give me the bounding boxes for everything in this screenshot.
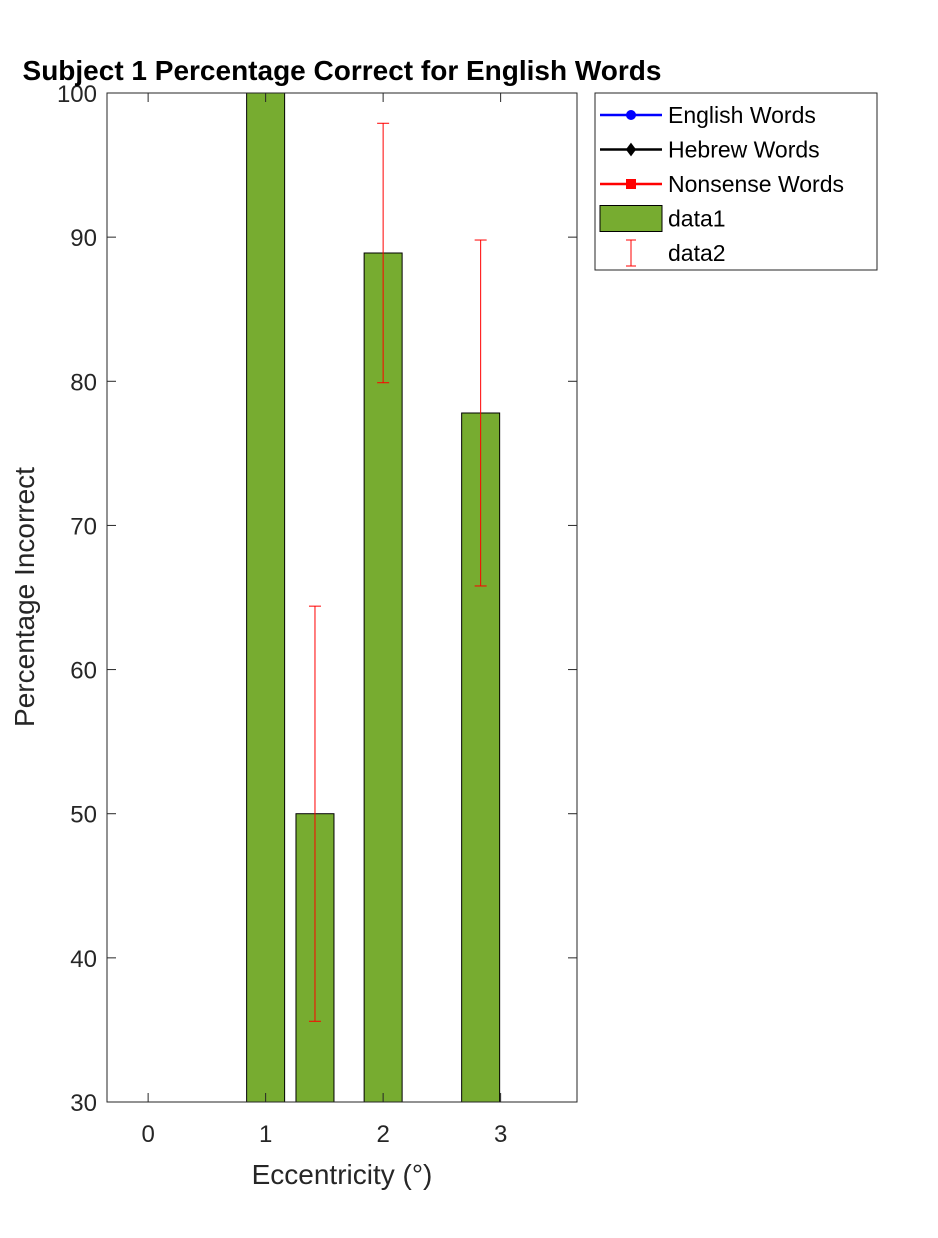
y-tick-label: 60 <box>70 658 97 685</box>
y-tick-label: 90 <box>70 225 97 252</box>
x-axis-label: Eccentricity (°) <box>252 1159 433 1190</box>
legend-label: English Words <box>668 102 816 128</box>
legend-item-data2: data2 <box>626 239 726 267</box>
y-tick-label: 40 <box>70 946 97 973</box>
legend-circle-marker <box>626 110 636 120</box>
bar-3 <box>363 252 403 1103</box>
legend-item-nonsense-words: Nonsense Words <box>600 171 844 197</box>
bars <box>246 92 501 1103</box>
x-tick-label: 3 <box>494 1121 507 1148</box>
error-bar-4 <box>474 239 487 587</box>
y-axis-label: Percentage Incorrect <box>9 467 40 727</box>
plot-area <box>106 92 578 1103</box>
y-tick-label: 80 <box>70 369 97 396</box>
legend-item-english-words: English Words <box>600 102 816 128</box>
legend-box <box>594 92 878 271</box>
legend-label: data1 <box>668 206 726 232</box>
tick-labels: 30 40 50 60 70 80 90 100 0 1 2 3 <box>57 81 507 1148</box>
legend-label: Nonsense Words <box>668 171 844 197</box>
error-bar-2 <box>308 605 321 1022</box>
error-bar-3 <box>377 122 390 384</box>
legend: English Words Hebrew Words Nonsense Words d… <box>594 92 878 271</box>
chart-title: Subject 1 Percentage Correct for English… <box>23 55 662 86</box>
legend-bar-swatch <box>599 205 663 232</box>
legend-diamond-marker <box>625 142 637 157</box>
axis-ticks <box>107 92 577 1103</box>
y-tick-label: 50 <box>70 802 97 829</box>
y-tick-label: 100 <box>57 81 97 108</box>
y-tick-label: 70 <box>70 513 97 540</box>
bar-1 <box>246 92 286 1103</box>
legend-label: data2 <box>668 240 726 266</box>
x-tick-label: 1 <box>259 1121 272 1148</box>
y-tick-label: 30 <box>70 1090 97 1117</box>
legend-square-marker <box>626 179 636 189</box>
legend-item-hebrew-words: Hebrew Words <box>600 137 820 163</box>
legend-label: Hebrew Words <box>668 137 820 163</box>
x-tick-label: 2 <box>376 1121 389 1148</box>
x-tick-label: 0 <box>141 1121 154 1148</box>
legend-items: English Words Hebrew Words Nonsense Words d… <box>599 102 844 267</box>
legend-item-data1: data1 <box>599 205 726 232</box>
